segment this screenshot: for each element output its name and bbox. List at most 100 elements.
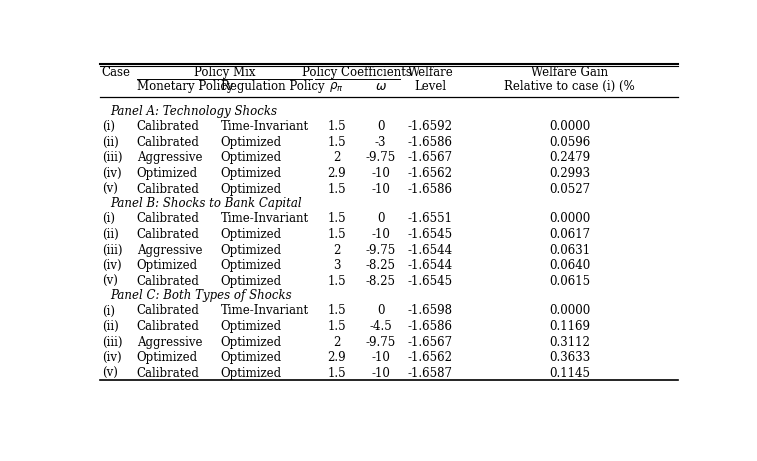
Text: 0.0631: 0.0631 bbox=[550, 243, 590, 257]
Text: 0: 0 bbox=[377, 304, 385, 318]
Text: -1.6586: -1.6586 bbox=[408, 320, 453, 333]
Text: Optimized: Optimized bbox=[221, 243, 282, 257]
Text: -1.6586: -1.6586 bbox=[408, 183, 453, 195]
Text: 1.5: 1.5 bbox=[327, 320, 346, 333]
Text: 0.1145: 0.1145 bbox=[550, 367, 590, 380]
Text: 0.3633: 0.3633 bbox=[550, 351, 590, 364]
Text: Case: Case bbox=[101, 65, 131, 78]
Text: -1.6545: -1.6545 bbox=[408, 228, 453, 241]
Text: 0: 0 bbox=[377, 120, 385, 133]
Text: -1.6586: -1.6586 bbox=[408, 136, 453, 149]
Text: Calibrated: Calibrated bbox=[137, 367, 200, 380]
Text: 1.5: 1.5 bbox=[327, 213, 346, 225]
Text: 0.0615: 0.0615 bbox=[550, 275, 590, 288]
Text: 1.5: 1.5 bbox=[327, 304, 346, 318]
Text: Relative to case (i) (%: Relative to case (i) (% bbox=[504, 80, 635, 93]
Text: Optimized: Optimized bbox=[137, 351, 198, 364]
Text: 0.1169: 0.1169 bbox=[550, 320, 590, 333]
Text: 0: 0 bbox=[377, 213, 385, 225]
Text: -1.6567: -1.6567 bbox=[408, 336, 453, 349]
Text: -9.75: -9.75 bbox=[366, 336, 396, 349]
Text: Monetary Policy: Monetary Policy bbox=[137, 80, 233, 93]
Text: Panel C: Both Types of Shocks: Panel C: Both Types of Shocks bbox=[111, 289, 292, 302]
Text: 1.5: 1.5 bbox=[327, 367, 346, 380]
Text: -1.6544: -1.6544 bbox=[408, 243, 453, 257]
Text: 0.2479: 0.2479 bbox=[550, 151, 590, 165]
Text: -1.6562: -1.6562 bbox=[408, 167, 453, 180]
Text: 0.2993: 0.2993 bbox=[550, 167, 590, 180]
Text: 0.0617: 0.0617 bbox=[550, 228, 590, 241]
Text: 0.0640: 0.0640 bbox=[550, 259, 590, 272]
Text: Optimized: Optimized bbox=[137, 167, 198, 180]
Text: 2.9: 2.9 bbox=[327, 351, 346, 364]
Text: Calibrated: Calibrated bbox=[137, 183, 200, 195]
Text: -10: -10 bbox=[371, 351, 390, 364]
Text: Time-Invariant: Time-Invariant bbox=[221, 213, 309, 225]
Text: -1.6562: -1.6562 bbox=[408, 351, 453, 364]
Text: (iii): (iii) bbox=[101, 336, 122, 349]
Text: 1.5: 1.5 bbox=[327, 120, 346, 133]
Text: $\omega$: $\omega$ bbox=[375, 80, 387, 93]
Text: -8.25: -8.25 bbox=[366, 275, 396, 288]
Text: -9.75: -9.75 bbox=[366, 151, 396, 165]
Text: Calibrated: Calibrated bbox=[137, 228, 200, 241]
Text: Optimized: Optimized bbox=[221, 259, 282, 272]
Text: (ii): (ii) bbox=[101, 228, 118, 241]
Text: (i): (i) bbox=[101, 213, 114, 225]
Text: -1.6544: -1.6544 bbox=[408, 259, 453, 272]
Text: 1.5: 1.5 bbox=[327, 228, 346, 241]
Text: (ii): (ii) bbox=[101, 136, 118, 149]
Text: Optimized: Optimized bbox=[221, 351, 282, 364]
Text: -4.5: -4.5 bbox=[369, 320, 392, 333]
Text: Optimized: Optimized bbox=[221, 136, 282, 149]
Text: 1.5: 1.5 bbox=[327, 136, 346, 149]
Text: 0.0596: 0.0596 bbox=[550, 136, 590, 149]
Text: 0.0000: 0.0000 bbox=[550, 120, 590, 133]
Text: Calibrated: Calibrated bbox=[137, 275, 200, 288]
Text: Calibrated: Calibrated bbox=[137, 120, 200, 133]
Text: -1.6598: -1.6598 bbox=[408, 304, 453, 318]
Text: Calibrated: Calibrated bbox=[137, 304, 200, 318]
Text: Optimized: Optimized bbox=[221, 228, 282, 241]
Text: Aggressive: Aggressive bbox=[137, 336, 202, 349]
Text: Calibrated: Calibrated bbox=[137, 213, 200, 225]
Text: Optimized: Optimized bbox=[137, 259, 198, 272]
Text: -3: -3 bbox=[375, 136, 386, 149]
Text: Panel A: Technology Shocks: Panel A: Technology Shocks bbox=[111, 105, 278, 118]
Text: $\rho_\pi$: $\rho_\pi$ bbox=[329, 80, 344, 94]
Text: 2: 2 bbox=[333, 243, 341, 257]
Text: -10: -10 bbox=[371, 167, 390, 180]
Text: Optimized: Optimized bbox=[221, 275, 282, 288]
Text: Welfare: Welfare bbox=[407, 66, 453, 79]
Text: (iv): (iv) bbox=[101, 351, 121, 364]
Text: -1.6567: -1.6567 bbox=[408, 151, 453, 165]
Text: -10: -10 bbox=[371, 183, 390, 195]
Text: Optimized: Optimized bbox=[221, 320, 282, 333]
Text: Optimized: Optimized bbox=[221, 151, 282, 165]
Text: (ii): (ii) bbox=[101, 320, 118, 333]
Text: 1.5: 1.5 bbox=[327, 275, 346, 288]
Text: Time-Invariant: Time-Invariant bbox=[221, 304, 309, 318]
Text: (iv): (iv) bbox=[101, 259, 121, 272]
Text: 2: 2 bbox=[333, 336, 341, 349]
Text: (iii): (iii) bbox=[101, 151, 122, 165]
Text: (iii): (iii) bbox=[101, 243, 122, 257]
Text: -1.6545: -1.6545 bbox=[408, 275, 453, 288]
Text: -1.6592: -1.6592 bbox=[408, 120, 453, 133]
Text: Calibrated: Calibrated bbox=[137, 320, 200, 333]
Text: Level: Level bbox=[414, 80, 447, 93]
Text: 0.0000: 0.0000 bbox=[550, 213, 590, 225]
Text: (iv): (iv) bbox=[101, 167, 121, 180]
Text: Policy Mix: Policy Mix bbox=[194, 66, 255, 79]
Text: -8.25: -8.25 bbox=[366, 259, 396, 272]
Text: (v): (v) bbox=[101, 183, 117, 195]
Text: Aggressive: Aggressive bbox=[137, 243, 202, 257]
Text: Calibrated: Calibrated bbox=[137, 136, 200, 149]
Text: Aggressive: Aggressive bbox=[137, 151, 202, 165]
Text: Time-Invariant: Time-Invariant bbox=[221, 120, 309, 133]
Text: Regulation Policy: Regulation Policy bbox=[221, 80, 325, 93]
Text: 2.9: 2.9 bbox=[327, 167, 346, 180]
Text: Optimized: Optimized bbox=[221, 367, 282, 380]
Text: Optimized: Optimized bbox=[221, 167, 282, 180]
Text: 0.0527: 0.0527 bbox=[550, 183, 590, 195]
